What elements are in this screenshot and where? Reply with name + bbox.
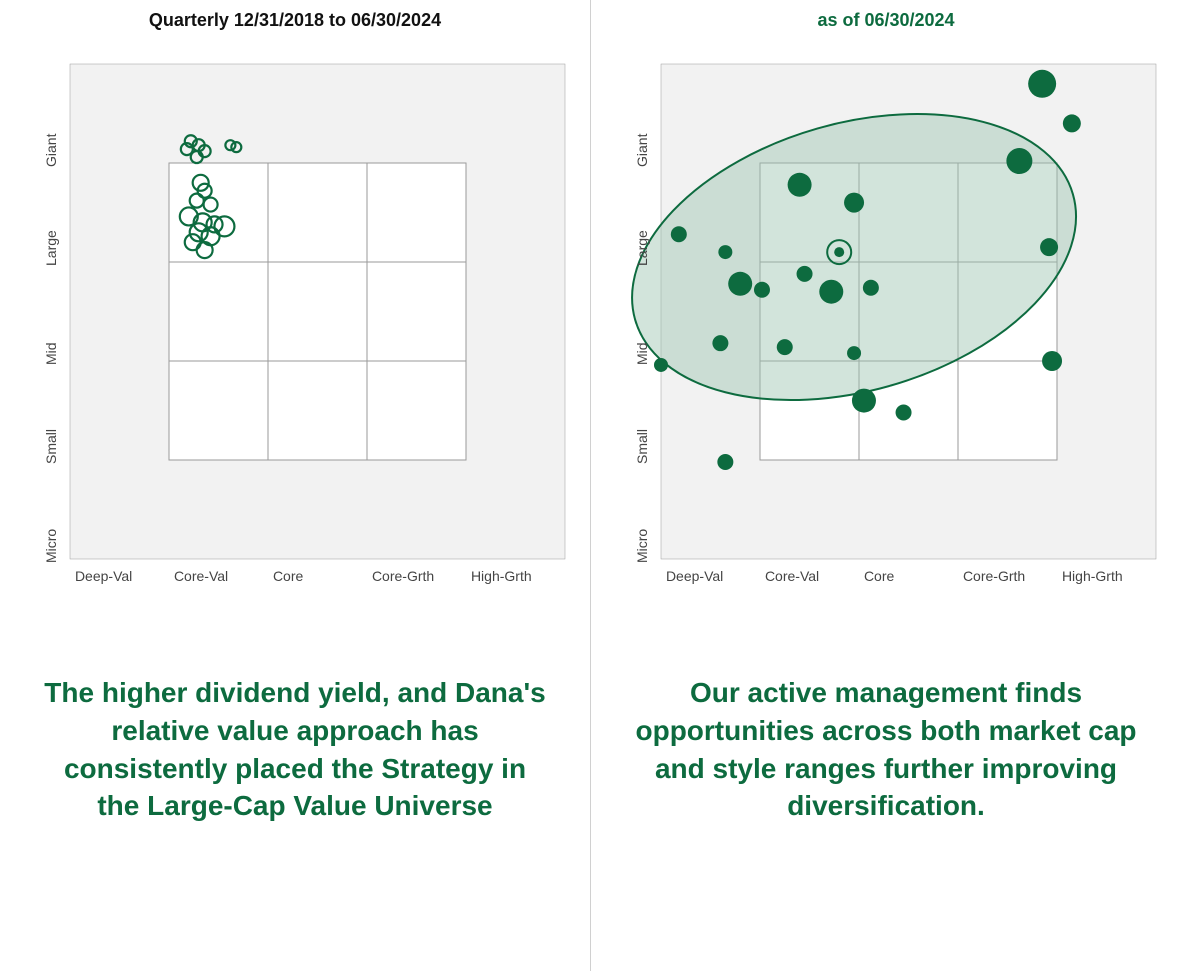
svg-text:Core: Core (273, 568, 304, 584)
svg-text:Core-Grth: Core-Grth (963, 568, 1025, 584)
left-panel: Quarterly 12/31/2018 to 06/30/2024 Deep-… (0, 0, 591, 971)
right-chart-title: as of 06/30/2024 (601, 10, 1171, 34)
right-panel: as of 06/30/2024 Deep-Val Core-Val Core Cor… (591, 0, 1181, 971)
svg-text:Mid: Mid (43, 342, 59, 365)
svg-text:Large: Large (43, 230, 59, 266)
svg-text:Micro: Micro (634, 529, 650, 563)
svg-text:Small: Small (43, 429, 59, 464)
right-style-box-chart: Deep-Val Core-Val Core Core-Grth High-Grth Gi… (606, 54, 1166, 614)
svg-text:Giant: Giant (634, 133, 650, 167)
svg-text:Deep-Val: Deep-Val (75, 568, 132, 584)
svg-text:Deep-Val: Deep-Val (666, 568, 723, 584)
svg-text:Mid: Mid (634, 342, 650, 365)
svg-text:Giant: Giant (43, 133, 59, 167)
left-caption-text: The higher dividend yield, and Dana's re… (10, 614, 580, 845)
svg-text:Micro: Micro (43, 529, 59, 563)
right-caption-text: Our active management finds opportunitie… (601, 614, 1171, 845)
svg-text:Core: Core (864, 568, 895, 584)
left-style-box-chart: Deep-Val Core-Val Core Core-Grth High-Grth Gi… (15, 54, 575, 614)
svg-text:High-Grth: High-Grth (471, 568, 532, 584)
svg-text:Core-Grth: Core-Grth (372, 568, 434, 584)
svg-text:Large: Large (634, 230, 650, 266)
left-chart-title: Quarterly 12/31/2018 to 06/30/2024 (10, 10, 580, 34)
svg-text:High-Grth: High-Grth (1062, 568, 1123, 584)
svg-text:Core-Val: Core-Val (765, 568, 819, 584)
svg-text:Small: Small (634, 429, 650, 464)
svg-text:Core-Val: Core-Val (174, 568, 228, 584)
